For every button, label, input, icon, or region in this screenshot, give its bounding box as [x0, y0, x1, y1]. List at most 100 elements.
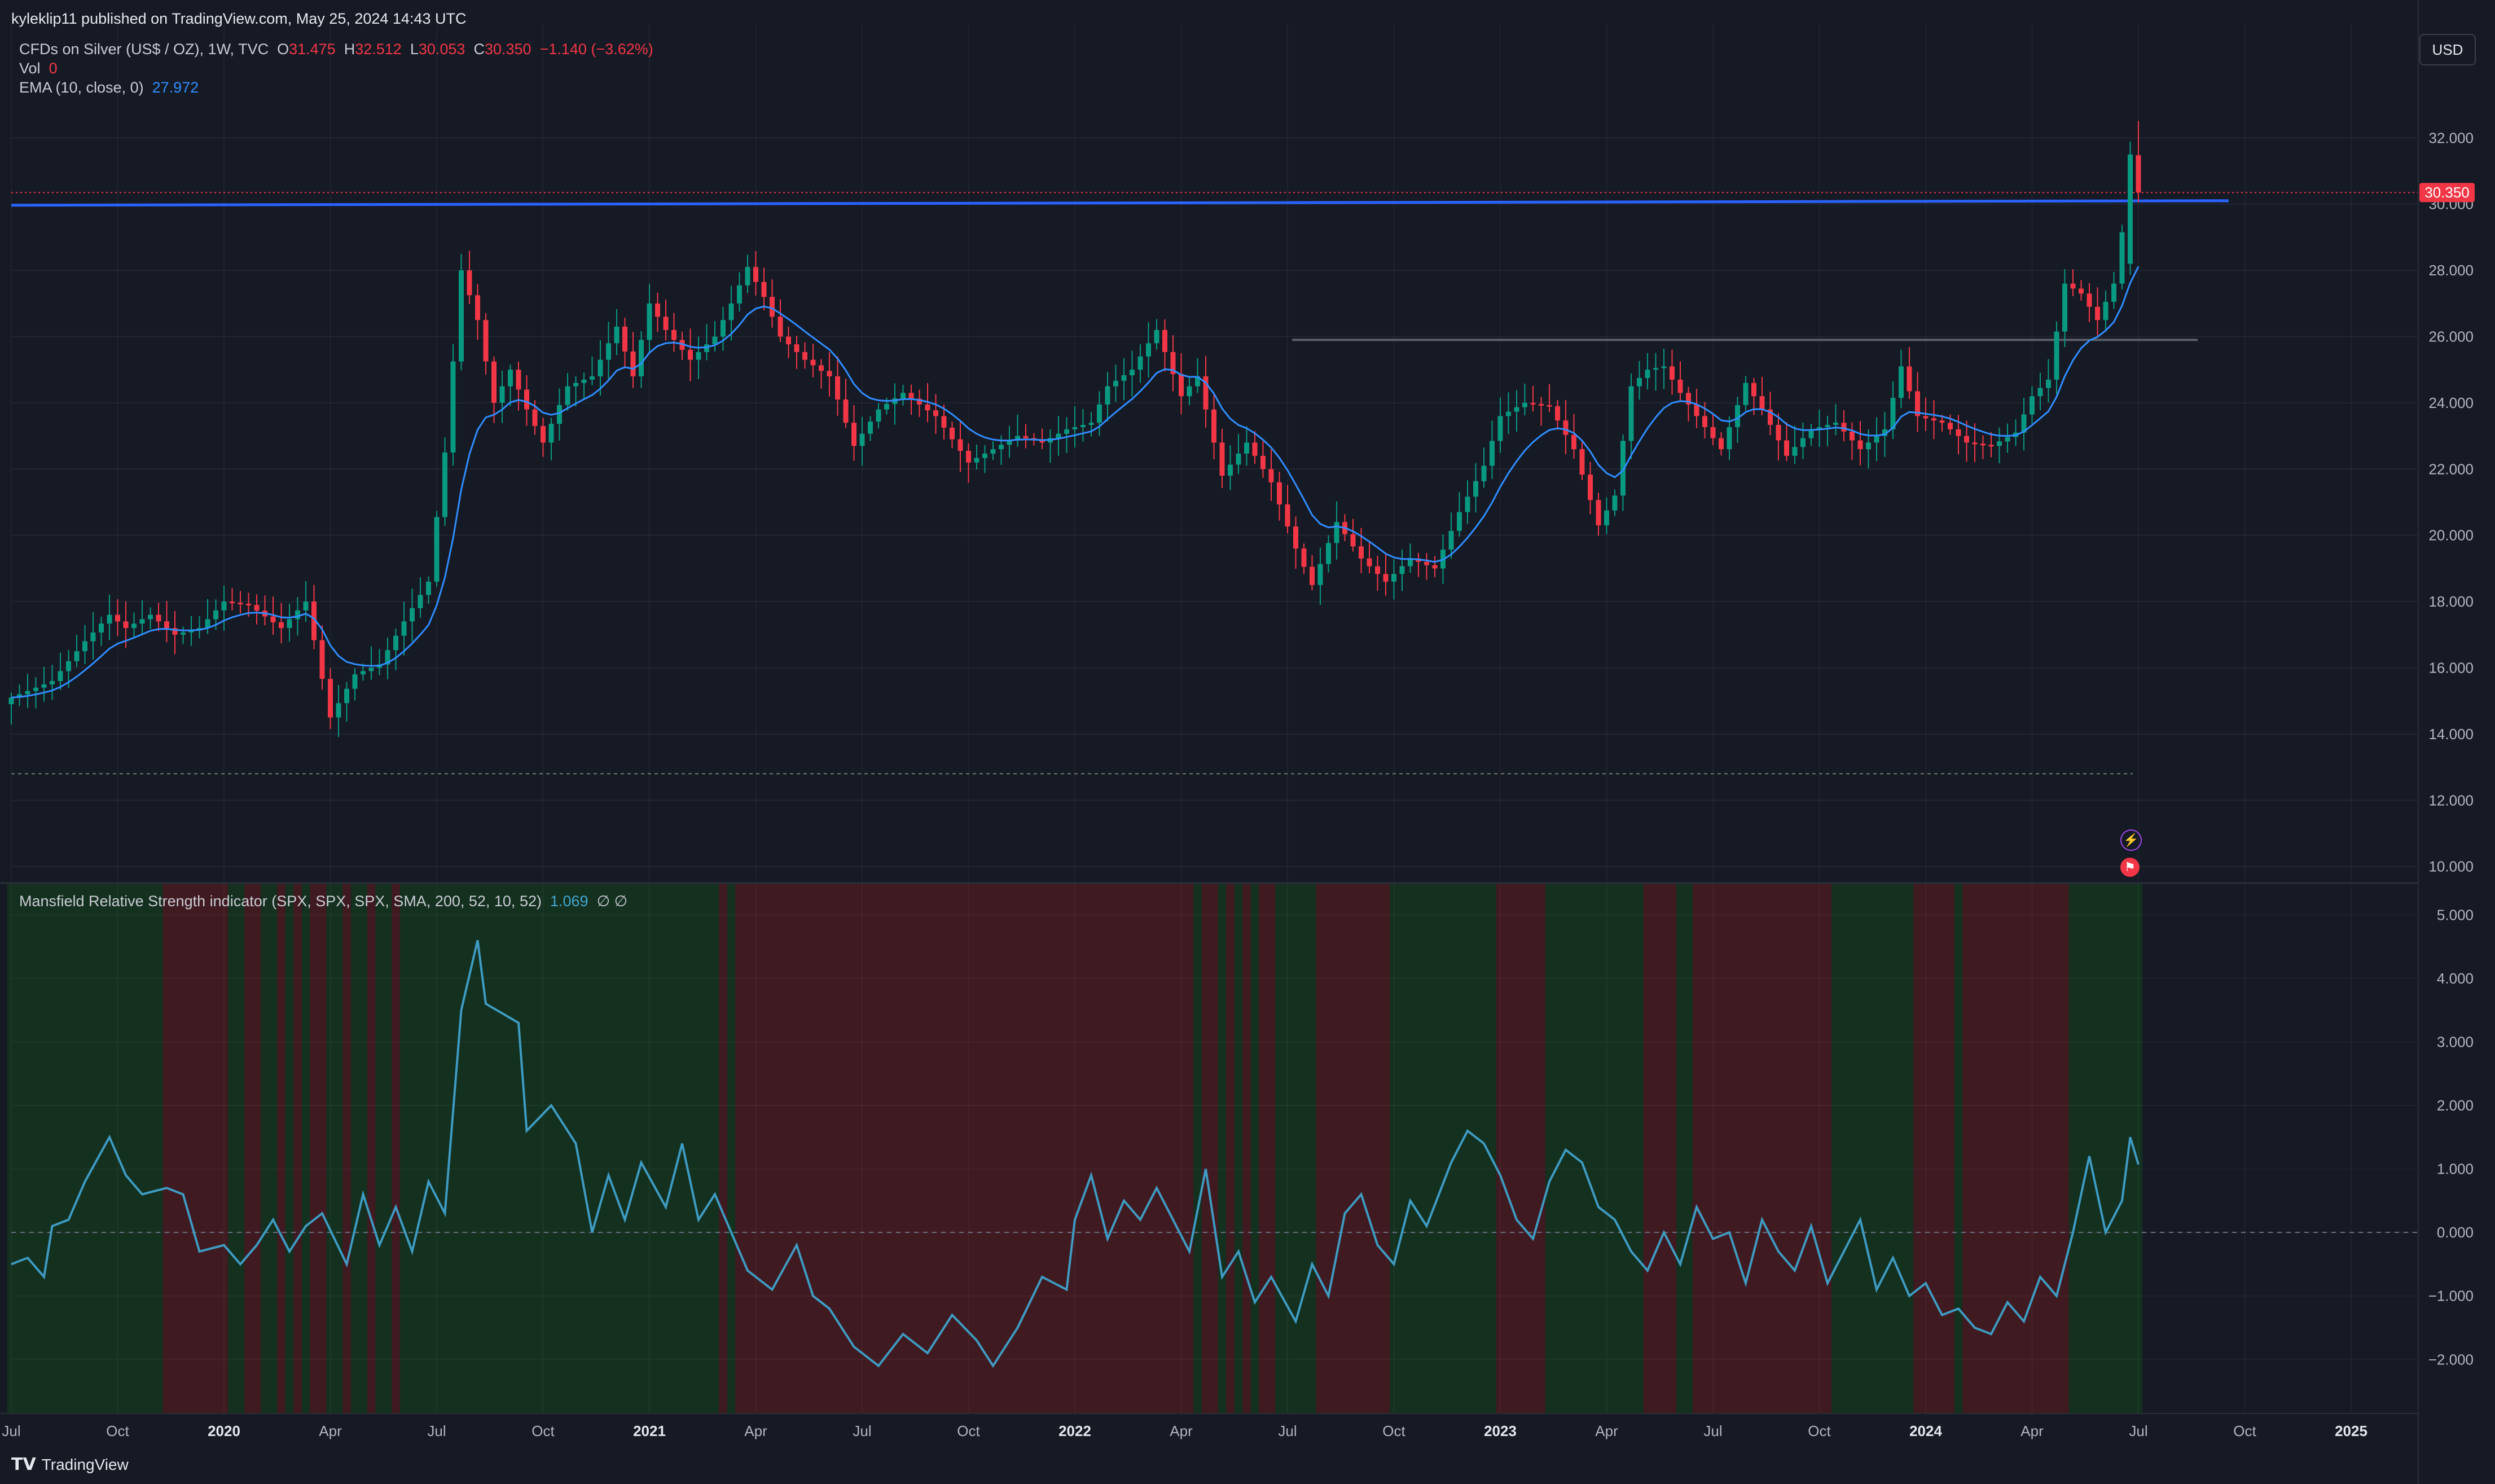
candle-body: [1915, 391, 1920, 416]
ema-line[interactable]: [11, 266, 2140, 699]
mrs-line[interactable]: [11, 939, 2140, 1368]
mrs-zone-green: [326, 883, 343, 1413]
candle-body: [1759, 396, 1765, 410]
candle-body: [1228, 464, 1233, 476]
candle-body: [548, 424, 554, 443]
candle-body: [1857, 440, 1863, 450]
candle-body: [728, 303, 734, 320]
time-tick-label: 2024: [1909, 1422, 1942, 1439]
candle-body: [303, 601, 309, 611]
candle-body: [1506, 411, 1511, 416]
time-tick-label: Apr: [1595, 1422, 1618, 1439]
mrs-zone-green: [7, 883, 163, 1413]
candle-body: [1285, 504, 1290, 527]
symbol-title[interactable]: CFDs on Silver (US$ / OZ), 1W, TVC: [19, 41, 269, 58]
last-price-label: 30.350: [2424, 184, 2470, 201]
candle-body: [213, 610, 218, 620]
candle-body: [181, 632, 186, 635]
ema-legend: EMA (10, close, 0) 27.972: [19, 79, 199, 96]
candle-body: [8, 697, 14, 705]
candle-body: [1792, 447, 1798, 456]
candle-body: [319, 640, 325, 679]
mrs-label[interactable]: Mansfield Relative Strength indicator (S…: [19, 893, 542, 910]
candle-body: [1391, 574, 1396, 582]
candle-body: [753, 267, 758, 282]
volume-label[interactable]: Vol: [19, 60, 41, 77]
candle-body: [499, 386, 505, 403]
candle-body: [1317, 564, 1323, 585]
candle-body: [941, 416, 947, 428]
candle-body: [1268, 469, 1274, 482]
candle-body: [418, 595, 423, 608]
time-tick-label: Oct: [957, 1422, 980, 1439]
lightning-icon[interactable]: ⚡: [2120, 829, 2142, 851]
candle-body: [1588, 475, 1593, 500]
candle-body: [1817, 427, 1822, 429]
mrs-zone-red: [392, 883, 400, 1413]
candle-body: [1522, 402, 1527, 407]
us-flag-icon[interactable]: ⚑: [2120, 858, 2140, 877]
candle-body: [1334, 522, 1339, 543]
candle-body: [876, 409, 881, 422]
candle-body: [2021, 414, 2027, 433]
candle-body: [123, 621, 129, 629]
candle-body: [524, 389, 529, 410]
candle-body: [827, 371, 832, 376]
high-value: 32.512: [355, 41, 402, 58]
candle-body: [2095, 306, 2100, 320]
candle-body: [614, 326, 620, 344]
mrs-zone-red: [1913, 883, 1954, 1413]
candle-body: [2087, 293, 2092, 307]
candle-body: [1448, 530, 1454, 550]
currency-button[interactable]: USD: [2419, 34, 2476, 65]
candle-body: [1751, 383, 1756, 397]
candle-body: [459, 270, 464, 362]
mrs-zone-green: [1218, 883, 1227, 1413]
tradingview-brand[interactable]: 𝗧𝗩 TradingView: [11, 1455, 129, 1474]
mrs-value: 1.069: [550, 893, 588, 910]
candle-body: [66, 661, 71, 671]
candle-body: [1776, 425, 1781, 441]
candle-body: [1784, 440, 1789, 456]
resistance-trendline[interactable]: [11, 199, 2229, 207]
low-value: 30.053: [418, 41, 465, 58]
time-tick-label: Jul: [2, 1422, 20, 1439]
candle-body: [1670, 366, 1675, 380]
candle-body: [1293, 526, 1298, 549]
candle-body: [1399, 566, 1405, 574]
candle-body: [1555, 406, 1560, 421]
candle-body: [1931, 418, 1936, 421]
mrs-zone-red: [1692, 883, 1832, 1413]
candle-body: [1719, 438, 1724, 450]
candle-body: [1179, 374, 1184, 397]
candle-body: [835, 376, 840, 400]
change-value: −1.140 (−3.62%): [539, 41, 653, 58]
candle-body: [1023, 436, 1029, 438]
candle-body: [868, 422, 873, 434]
candle-body: [230, 601, 235, 604]
time-tick-label: Jul: [1278, 1422, 1297, 1439]
candle-body: [1310, 567, 1315, 585]
candle-body: [1850, 431, 1855, 441]
candle-body: [475, 295, 480, 320]
time-tick-label: Oct: [531, 1422, 555, 1439]
price-tick-label: 28.000: [2428, 262, 2474, 279]
candle-body: [2136, 155, 2141, 193]
candle-body: [1735, 405, 1740, 427]
candle-body: [1072, 427, 1078, 429]
candle-body: [851, 423, 856, 446]
candle-body: [1653, 368, 1658, 370]
candle-body: [2119, 232, 2125, 284]
candle-body: [361, 671, 366, 675]
candle-body: [1923, 416, 1929, 419]
mrs-zone-green: [301, 883, 310, 1413]
brand-label: TradingView: [41, 1455, 129, 1473]
candle-body: [2005, 437, 2010, 442]
candle-body: [1939, 420, 1945, 423]
candle-body: [41, 684, 47, 688]
candle-body: [1481, 466, 1487, 481]
ema-label[interactable]: EMA (10, close, 0): [19, 79, 144, 96]
candle-body: [442, 452, 447, 517]
candle-body: [1007, 440, 1012, 445]
